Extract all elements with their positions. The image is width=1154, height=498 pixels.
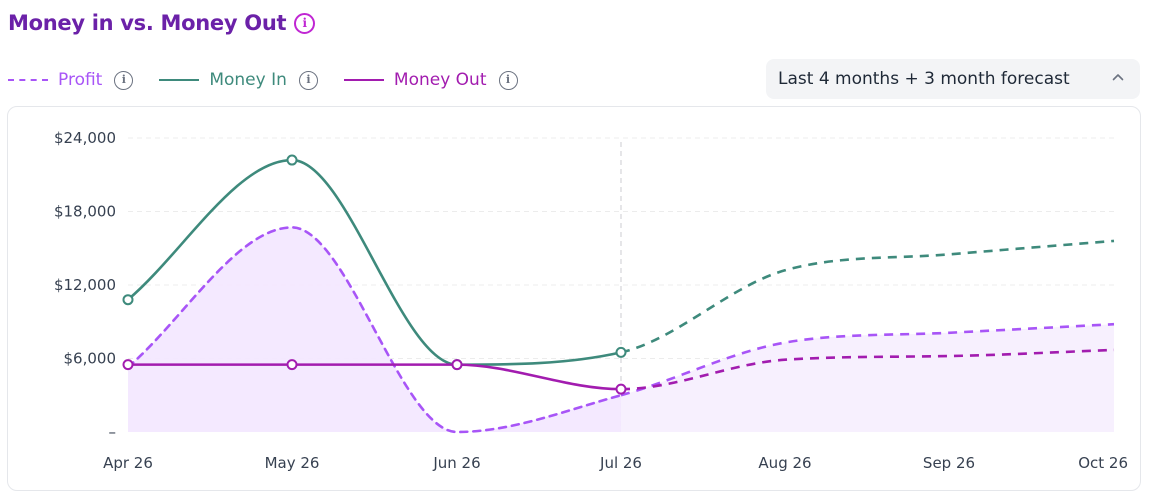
money-in-point bbox=[286, 154, 298, 166]
money-out-line bbox=[126, 363, 623, 391]
y-tick-label: $18,000 bbox=[54, 203, 116, 221]
range-select[interactable]: Last 4 months + 3 month forecast bbox=[766, 59, 1140, 99]
legend-item-profit[interactable]: Profit i bbox=[8, 70, 134, 90]
legend-label-money-in: Money In bbox=[209, 70, 287, 90]
money-in-line bbox=[126, 158, 623, 366]
chart-header: Money in vs. Money Out i bbox=[8, 6, 316, 40]
page-title: Money in vs. Money Out bbox=[8, 11, 287, 35]
money-out-point bbox=[451, 359, 463, 371]
x-tick-label: Apr 26 bbox=[103, 454, 153, 472]
legend-item-money-out[interactable]: Money Out i bbox=[343, 70, 518, 90]
x-tick-label: Sep 26 bbox=[923, 454, 975, 472]
money-out-forecast-line bbox=[620, 348, 1115, 391]
legend-label-profit: Profit bbox=[58, 70, 103, 90]
y-tick-label: – bbox=[109, 423, 117, 441]
info-icon[interactable]: i bbox=[498, 70, 518, 90]
range-select-label: Last 4 months + 3 month forecast bbox=[778, 69, 1070, 89]
y-tick-label: $6,000 bbox=[64, 350, 117, 368]
x-tick-label: May 26 bbox=[265, 454, 320, 472]
legend-label-money-out: Money Out bbox=[393, 70, 487, 90]
money-out-point bbox=[286, 359, 298, 371]
x-tick-label: Oct 26 bbox=[1078, 454, 1128, 472]
legend-item-money-in[interactable]: Money In i bbox=[159, 70, 318, 90]
x-tick-label: Jun 26 bbox=[432, 454, 480, 472]
money-in-forecast-line bbox=[620, 239, 1115, 354]
profit-swatch bbox=[8, 79, 48, 81]
chart-legend: Profit i Money In i Money Out i bbox=[8, 66, 544, 94]
x-tick-label: Jul 26 bbox=[599, 454, 642, 472]
y-tick-label: $24,000 bbox=[54, 129, 116, 147]
y-tick-label: $12,000 bbox=[54, 276, 116, 294]
profit-line bbox=[126, 226, 623, 434]
profit-area bbox=[128, 227, 621, 432]
money-out-swatch bbox=[343, 79, 384, 81]
money-out-point bbox=[122, 359, 134, 371]
x-tick-label: Aug 26 bbox=[758, 454, 811, 472]
info-icon[interactable]: i bbox=[298, 70, 318, 90]
info-icon[interactable]: i bbox=[114, 70, 134, 90]
money-out-point bbox=[615, 383, 627, 395]
chevron-up-icon bbox=[1112, 74, 1124, 81]
info-icon[interactable]: i bbox=[294, 12, 316, 34]
money-in-point bbox=[122, 294, 134, 306]
money-in-point bbox=[615, 346, 627, 358]
profit-forecast-area bbox=[621, 324, 1114, 432]
money-in-swatch bbox=[159, 79, 200, 81]
profit-forecast-line bbox=[620, 322, 1115, 397]
